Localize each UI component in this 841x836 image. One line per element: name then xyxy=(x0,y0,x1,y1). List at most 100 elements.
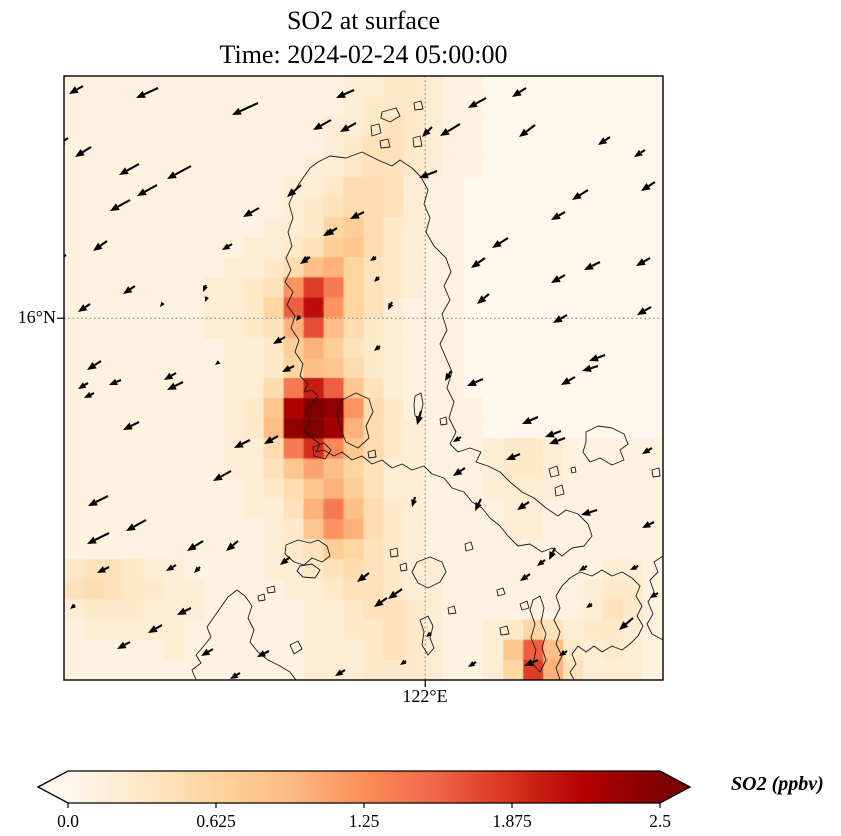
wind-arrow xyxy=(561,376,576,385)
wind-arrow xyxy=(636,257,651,266)
wind-arrow xyxy=(545,430,562,438)
wind-arrow xyxy=(10,192,22,200)
coastline-islet-m2 xyxy=(399,562,408,572)
wind-arrow xyxy=(194,566,201,573)
wind-arrow xyxy=(445,370,452,381)
wind-arrow xyxy=(78,303,91,312)
wind-arrow xyxy=(553,314,568,323)
coastline-islet-t1 xyxy=(266,585,276,594)
wind-arrow xyxy=(492,237,509,248)
wind-arrow xyxy=(264,435,279,444)
wind-arrow xyxy=(477,293,490,304)
wind-arrow xyxy=(506,452,521,460)
wind-arrow xyxy=(549,437,566,445)
wind-arrow xyxy=(87,532,110,544)
wind-arrow xyxy=(537,559,546,566)
wind-arrow xyxy=(166,564,177,571)
y-axis-tick-label: 16°N xyxy=(17,307,56,327)
chart-title: SO2 at surface Time: 2024-02-24 05:00:00 xyxy=(64,4,663,72)
coastline-islet-s4 xyxy=(447,605,457,615)
wind-arrow xyxy=(296,315,302,321)
coastline-mindoro-islet xyxy=(289,640,303,655)
colorbar-extend-max xyxy=(660,771,690,803)
wind-arrow xyxy=(517,501,530,510)
wind-arrow xyxy=(177,607,192,615)
wind-arrow xyxy=(203,284,208,292)
wind-arrow xyxy=(243,207,260,217)
coastline-islet-m1 xyxy=(389,547,399,558)
wind-arrow xyxy=(148,624,163,633)
wind-arrow xyxy=(119,163,140,175)
coastline-luzon xyxy=(284,151,593,557)
coastline-islet-right xyxy=(651,467,661,478)
wind-arrow xyxy=(426,631,432,637)
wind-arrow xyxy=(230,672,241,679)
wind-arrow xyxy=(586,602,593,608)
wind-arrow xyxy=(137,184,158,196)
wind-arrow xyxy=(551,211,566,220)
coastline-babuyan-4 xyxy=(413,100,424,111)
wind-arrow xyxy=(549,547,556,560)
wind-arrow xyxy=(201,648,214,656)
coastline-islet-south-luzon xyxy=(367,449,377,459)
colorbar-extend-min xyxy=(38,771,68,803)
colorbar-tick-label: 0.0 xyxy=(57,811,79,831)
wind-arrow xyxy=(370,255,377,261)
wind-arrow xyxy=(468,97,487,108)
wind-arrow xyxy=(650,591,659,598)
wind-arrow xyxy=(136,87,159,98)
wind-arrow xyxy=(280,556,291,565)
wind-arrow xyxy=(641,181,656,191)
wind-arrow xyxy=(64,137,69,145)
wind-arrow xyxy=(519,124,536,137)
wind-arrow xyxy=(87,360,102,370)
colorbar-label: SO2 (ppbv) xyxy=(731,773,824,795)
wind-arrow xyxy=(453,467,466,476)
colorbar-body xyxy=(68,771,660,803)
coastline-islet-e2 xyxy=(554,484,565,497)
wind-arrow xyxy=(388,588,403,599)
coastline-islet-s1 xyxy=(496,587,506,597)
chart-title-line1: SO2 at surface xyxy=(286,6,441,35)
wind-arrow xyxy=(619,617,634,630)
wind-arrow xyxy=(123,421,140,430)
wind-arrow xyxy=(110,199,131,211)
wind-arrow xyxy=(213,470,232,481)
wind-arrow xyxy=(584,261,601,270)
wind-arrow xyxy=(187,540,204,551)
coastline-polillo-sliver xyxy=(413,392,424,419)
colorbar-tick-label: 1.25 xyxy=(349,811,380,831)
wind-arrow xyxy=(257,650,270,657)
colorbar-tick-label: 0.625 xyxy=(196,811,236,831)
coastline-ticao xyxy=(529,595,547,673)
wind-arrow xyxy=(117,641,131,649)
wind-arrow xyxy=(302,256,309,262)
wind-arrow xyxy=(440,123,461,136)
wind-arrow xyxy=(335,669,346,676)
wind-arrow xyxy=(160,301,165,307)
wind-arrow xyxy=(642,521,655,528)
wind-arrow xyxy=(167,165,192,179)
wind-arrow xyxy=(287,184,302,197)
wind-arrow xyxy=(215,360,221,365)
coastline-islet-t2 xyxy=(257,593,266,602)
wind-arrow xyxy=(234,439,251,448)
coastline-marinduque xyxy=(411,556,447,589)
wind-arrow xyxy=(325,227,338,236)
coastline-islet-s5 xyxy=(464,541,474,552)
wind-arrow xyxy=(226,540,239,551)
wind-arrow xyxy=(84,391,95,398)
wind-arrow xyxy=(109,378,122,386)
wind-arrow xyxy=(589,354,606,362)
wind-arrow xyxy=(581,508,598,516)
coastline-islet-s3 xyxy=(499,625,510,636)
wind-arrow xyxy=(88,495,109,506)
wind-arrow xyxy=(419,170,438,179)
coastline-babuyan-1 xyxy=(380,107,401,123)
colorbar-tick-label: 2.5 xyxy=(649,811,671,831)
coastline-polillo-islet xyxy=(439,416,448,426)
wind-arrow xyxy=(582,364,599,372)
wind-arrow xyxy=(415,410,423,425)
